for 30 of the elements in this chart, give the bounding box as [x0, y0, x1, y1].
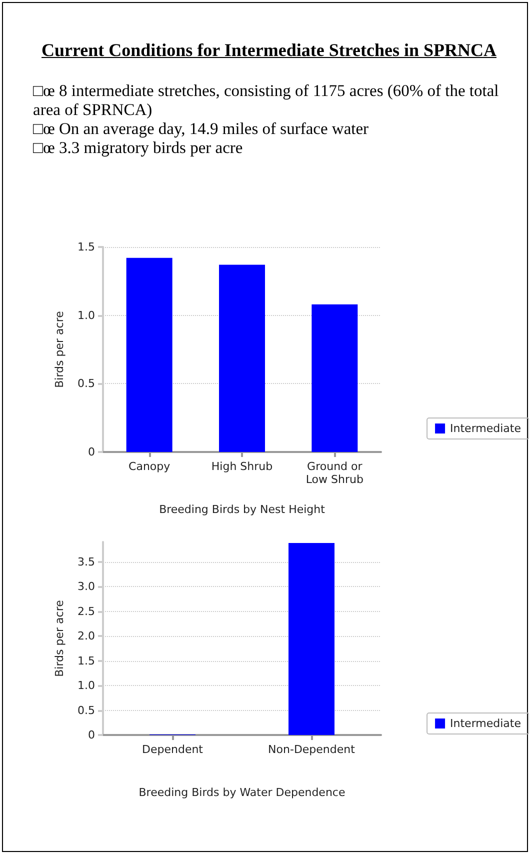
x-tick-label: Non-Dependent	[268, 743, 356, 756]
text: □œ 3.3 migratory birds per acre	[33, 138, 244, 157]
y-tick-label: 0	[88, 446, 95, 458]
y-tick-label: 3.0	[78, 580, 95, 594]
y-tick-label: 3.5	[78, 555, 95, 568]
y-tick-label: 1.0	[78, 308, 95, 322]
y-tick-label: 2.5	[78, 604, 95, 618]
x-axis-title: Breeding Birds by Water Dependence	[138, 786, 346, 799]
bar	[219, 264, 265, 452]
y-axis-title: Birds per acre	[53, 310, 66, 388]
y-tick-label: 0.5	[78, 704, 95, 717]
x-tick-label: Dependent	[142, 743, 204, 756]
text: Current Conditions for Intermediate Stretches in SPRNCA	[40, 40, 498, 60]
y-tick-label: 1.5	[78, 240, 95, 254]
text: □œ On an average day, 14.9 miles of surface water	[33, 119, 370, 138]
y-tick-label: 0.5	[78, 377, 95, 390]
bar	[126, 258, 172, 452]
y-tick-label: 2.0	[78, 630, 95, 643]
x-tick-label: Canopy	[128, 460, 171, 473]
x-tick-label: Ground or Low Shrub	[306, 460, 364, 486]
legend-label: Intermediate	[450, 422, 522, 435]
x-axis-title: Breeding Birds by Nest Height	[159, 503, 326, 516]
y-axis-title: Birds per acre	[53, 600, 66, 677]
y-tick-label: 1.0	[78, 679, 95, 692]
bar	[312, 304, 358, 452]
y-tick-label: 1.5	[78, 654, 95, 668]
text: □œ 8 intermediate stretches, consisting of 1175 acres (60% of the total area of SPRNCA)	[33, 81, 500, 119]
x-tick-label: High Shrub	[211, 460, 273, 473]
legend-label: Intermediate	[450, 717, 522, 730]
y-tick-label: 0	[88, 728, 95, 742]
